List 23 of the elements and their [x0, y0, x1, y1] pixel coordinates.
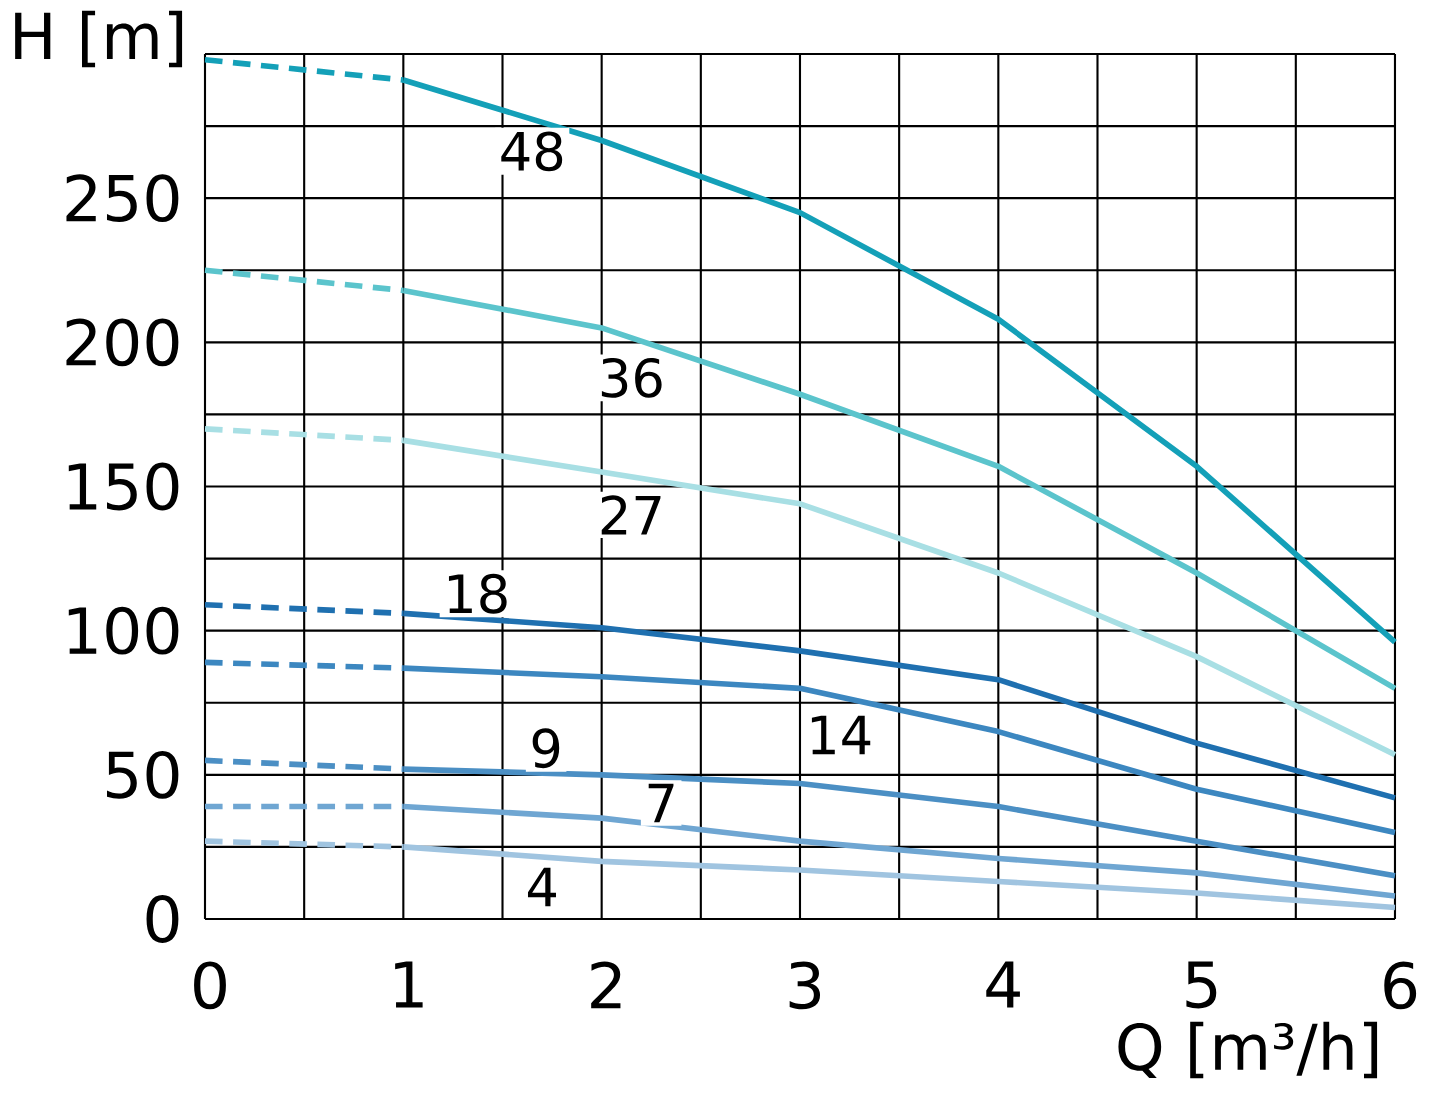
- y-tick-label: 0: [146, 895, 179, 943]
- x-tick-label: 1: [395, 961, 423, 1008]
- series-label: 18: [448, 573, 507, 614]
- series-label: 4: [527, 867, 556, 907]
- y-tick-label: 250: [66, 174, 179, 223]
- x-tick-label: 0: [194, 961, 226, 1010]
- y-tick-label: 100: [68, 606, 179, 655]
- y-tick-label: 50: [106, 750, 179, 799]
- series-label: 14: [811, 715, 871, 755]
- y-axis-title: H [m]: [15, 10, 183, 68]
- x-tick-label: 2: [591, 961, 621, 1009]
- series-label: 7: [648, 783, 674, 823]
- x-axis-title: Q [m³/h]: [1118, 1021, 1378, 1079]
- series-label: 36: [601, 357, 662, 398]
- series-label: 48: [501, 131, 563, 172]
- series-label: 27: [601, 495, 661, 535]
- x-tick-label: 6: [1384, 961, 1417, 1010]
- y-tick-label: 200: [66, 318, 179, 367]
- series-label: 9: [532, 728, 560, 769]
- y-tick-label: 150: [68, 462, 179, 511]
- x-tick-label: 3: [789, 961, 821, 1010]
- x-tick-label: 4: [986, 961, 1020, 1008]
- x-tick-label: 5: [1186, 961, 1217, 1009]
